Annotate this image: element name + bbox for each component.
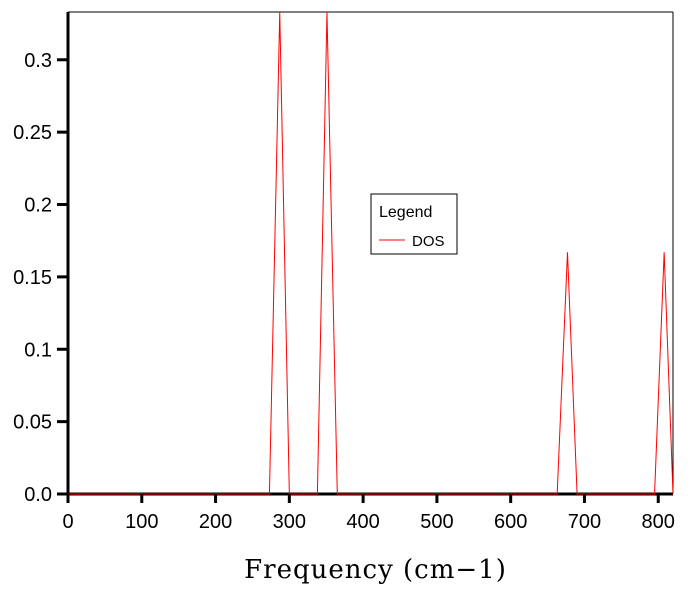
- x-tick-label: 400: [346, 511, 379, 533]
- x-tick-label: 600: [494, 511, 527, 533]
- series-line-dos: [68, 11, 674, 495]
- x-axis-title: Frequency (cm−1): [244, 555, 507, 585]
- x-tick-label: 200: [199, 511, 232, 533]
- x-tick-label: 300: [273, 511, 306, 533]
- legend-title: Legend: [379, 204, 432, 221]
- x-tick-label: 800: [642, 511, 675, 533]
- y-tick-label: 0.3: [24, 50, 52, 72]
- y-tick-label: 0.05: [13, 412, 52, 434]
- x-axis-ticks: 0 100 200 300 400 500 600 700 800: [62, 494, 675, 533]
- x-tick-label: 700: [568, 511, 601, 533]
- y-tick-label: 0.2: [24, 195, 52, 217]
- y-tick-label: 0.1: [24, 339, 52, 361]
- y-tick-label: 0.0: [24, 484, 52, 506]
- y-tick-label: 0.15: [13, 267, 52, 289]
- legend-label-dos: DOS: [412, 233, 445, 250]
- y-axis-ticks: 0.0 0.05 0.1 0.15 0.2 0.25 0.3: [13, 50, 68, 506]
- legend: Legend DOS: [370, 193, 458, 255]
- x-tick-label: 0: [62, 511, 73, 533]
- y-tick-label: 0.25: [13, 122, 52, 144]
- series-layer: [68, 11, 674, 495]
- plot-frame: [66, 11, 674, 496]
- x-tick-label: 500: [420, 511, 453, 533]
- x-tick-label: 100: [125, 511, 158, 533]
- legend-box: [370, 193, 458, 255]
